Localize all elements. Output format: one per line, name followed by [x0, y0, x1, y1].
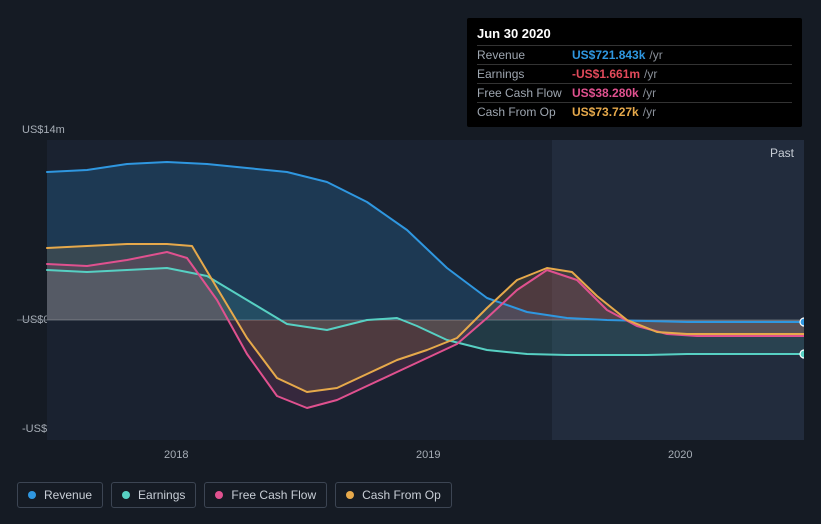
x-axis-label: 2020: [668, 449, 692, 461]
legend-dot-icon: [346, 491, 354, 499]
tooltip-row-unit: /yr: [643, 86, 656, 100]
tooltip-row-unit: /yr: [649, 48, 662, 62]
legend: Revenue Earnings Free Cash Flow Cash From O…: [17, 482, 452, 508]
legend-item-label: Earnings: [138, 488, 185, 502]
legend-item[interactable]: Revenue: [17, 482, 103, 508]
legend-dot-icon: [122, 491, 130, 499]
legend-item-label: Cash From Op: [362, 488, 441, 502]
tooltip-row: Free Cash FlowUS$38.280k/yr: [477, 83, 792, 102]
x-axis-label: 2018: [164, 449, 188, 461]
tooltip-row: Cash From OpUS$73.727k/yr: [477, 102, 792, 121]
legend-item-label: Free Cash Flow: [231, 488, 316, 502]
tooltip-row-value: US$38.280k: [572, 86, 639, 100]
tooltip-date: Jun 30 2020: [477, 24, 792, 45]
chart-svg: [17, 140, 804, 440]
tooltip-row-unit: /yr: [643, 105, 656, 119]
legend-item[interactable]: Free Cash Flow: [204, 482, 327, 508]
tooltip-row: Earnings-US$1.661m/yr: [477, 64, 792, 83]
tooltip-row-value: US$721.843k: [572, 48, 645, 62]
past-label: Past: [770, 146, 794, 160]
chart-area[interactable]: Past: [17, 140, 804, 440]
tooltip-row-label: Free Cash Flow: [477, 86, 572, 100]
tooltip-row-label: Revenue: [477, 48, 572, 62]
tooltip-row-unit: /yr: [644, 67, 657, 81]
legend-item[interactable]: Cash From Op: [335, 482, 452, 508]
legend-item-label: Revenue: [44, 488, 92, 502]
legend-dot-icon: [215, 491, 223, 499]
tooltip-row-value: -US$1.661m: [572, 67, 640, 81]
tooltip-row: RevenueUS$721.843k/yr: [477, 45, 792, 64]
x-axis-label: 2019: [416, 449, 440, 461]
tooltip-row-value: US$73.727k: [572, 105, 639, 119]
legend-item[interactable]: Earnings: [111, 482, 196, 508]
tooltip-row-label: Cash From Op: [477, 105, 572, 119]
y-axis-top-label: US$14m: [22, 124, 65, 136]
chart-tooltip: Jun 30 2020 RevenueUS$721.843k/yrEarning…: [467, 18, 802, 127]
tooltip-row-label: Earnings: [477, 67, 572, 81]
legend-dot-icon: [28, 491, 36, 499]
